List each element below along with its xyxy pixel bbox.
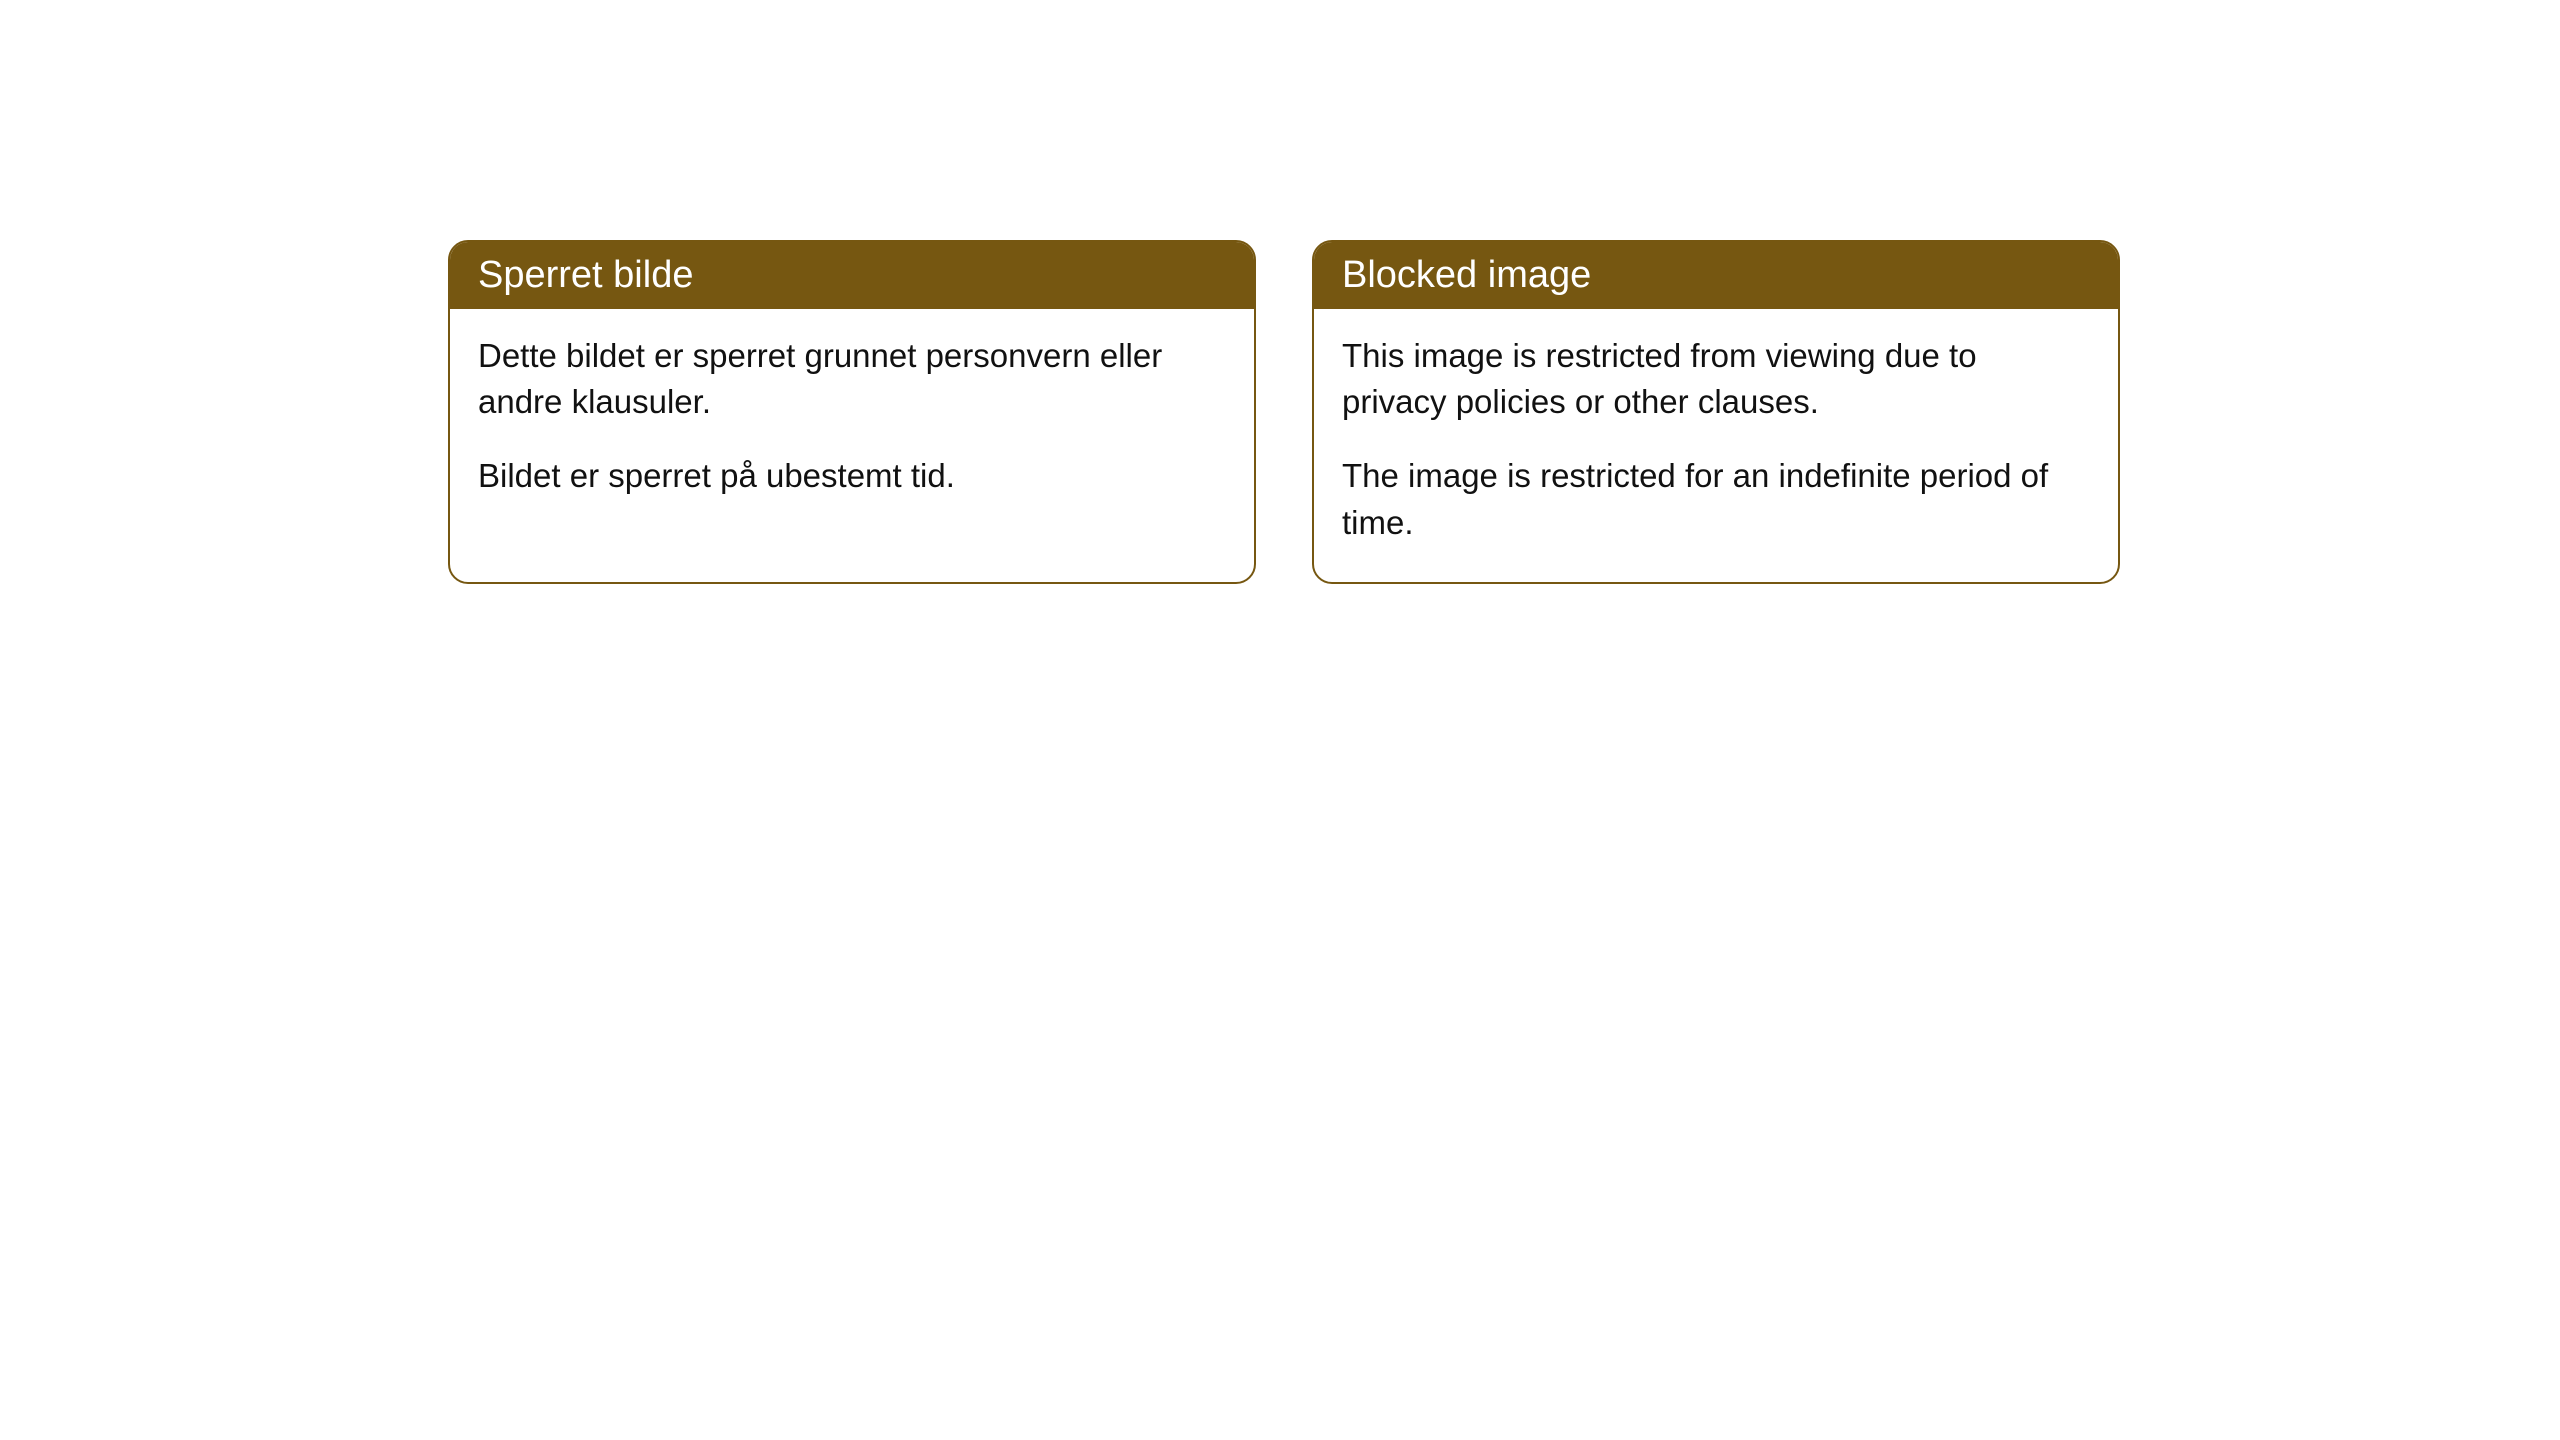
- blocked-image-card-norwegian: Sperret bilde Dette bildet er sperret gr…: [448, 240, 1256, 584]
- card-body: This image is restricted from viewing du…: [1314, 309, 2118, 582]
- card-header: Sperret bilde: [450, 242, 1254, 309]
- card-title: Blocked image: [1342, 254, 1591, 296]
- card-title: Sperret bilde: [478, 254, 693, 296]
- card-body: Dette bildet er sperret grunnet personve…: [450, 309, 1254, 536]
- cards-container: Sperret bilde Dette bildet er sperret gr…: [448, 240, 2120, 584]
- blocked-image-card-english: Blocked image This image is restricted f…: [1312, 240, 2120, 584]
- card-paragraph: The image is restricted for an indefinit…: [1342, 453, 2090, 545]
- card-header: Blocked image: [1314, 242, 2118, 309]
- card-paragraph: Bildet er sperret på ubestemt tid.: [478, 453, 1226, 499]
- card-paragraph: This image is restricted from viewing du…: [1342, 333, 2090, 425]
- card-paragraph: Dette bildet er sperret grunnet personve…: [478, 333, 1226, 425]
